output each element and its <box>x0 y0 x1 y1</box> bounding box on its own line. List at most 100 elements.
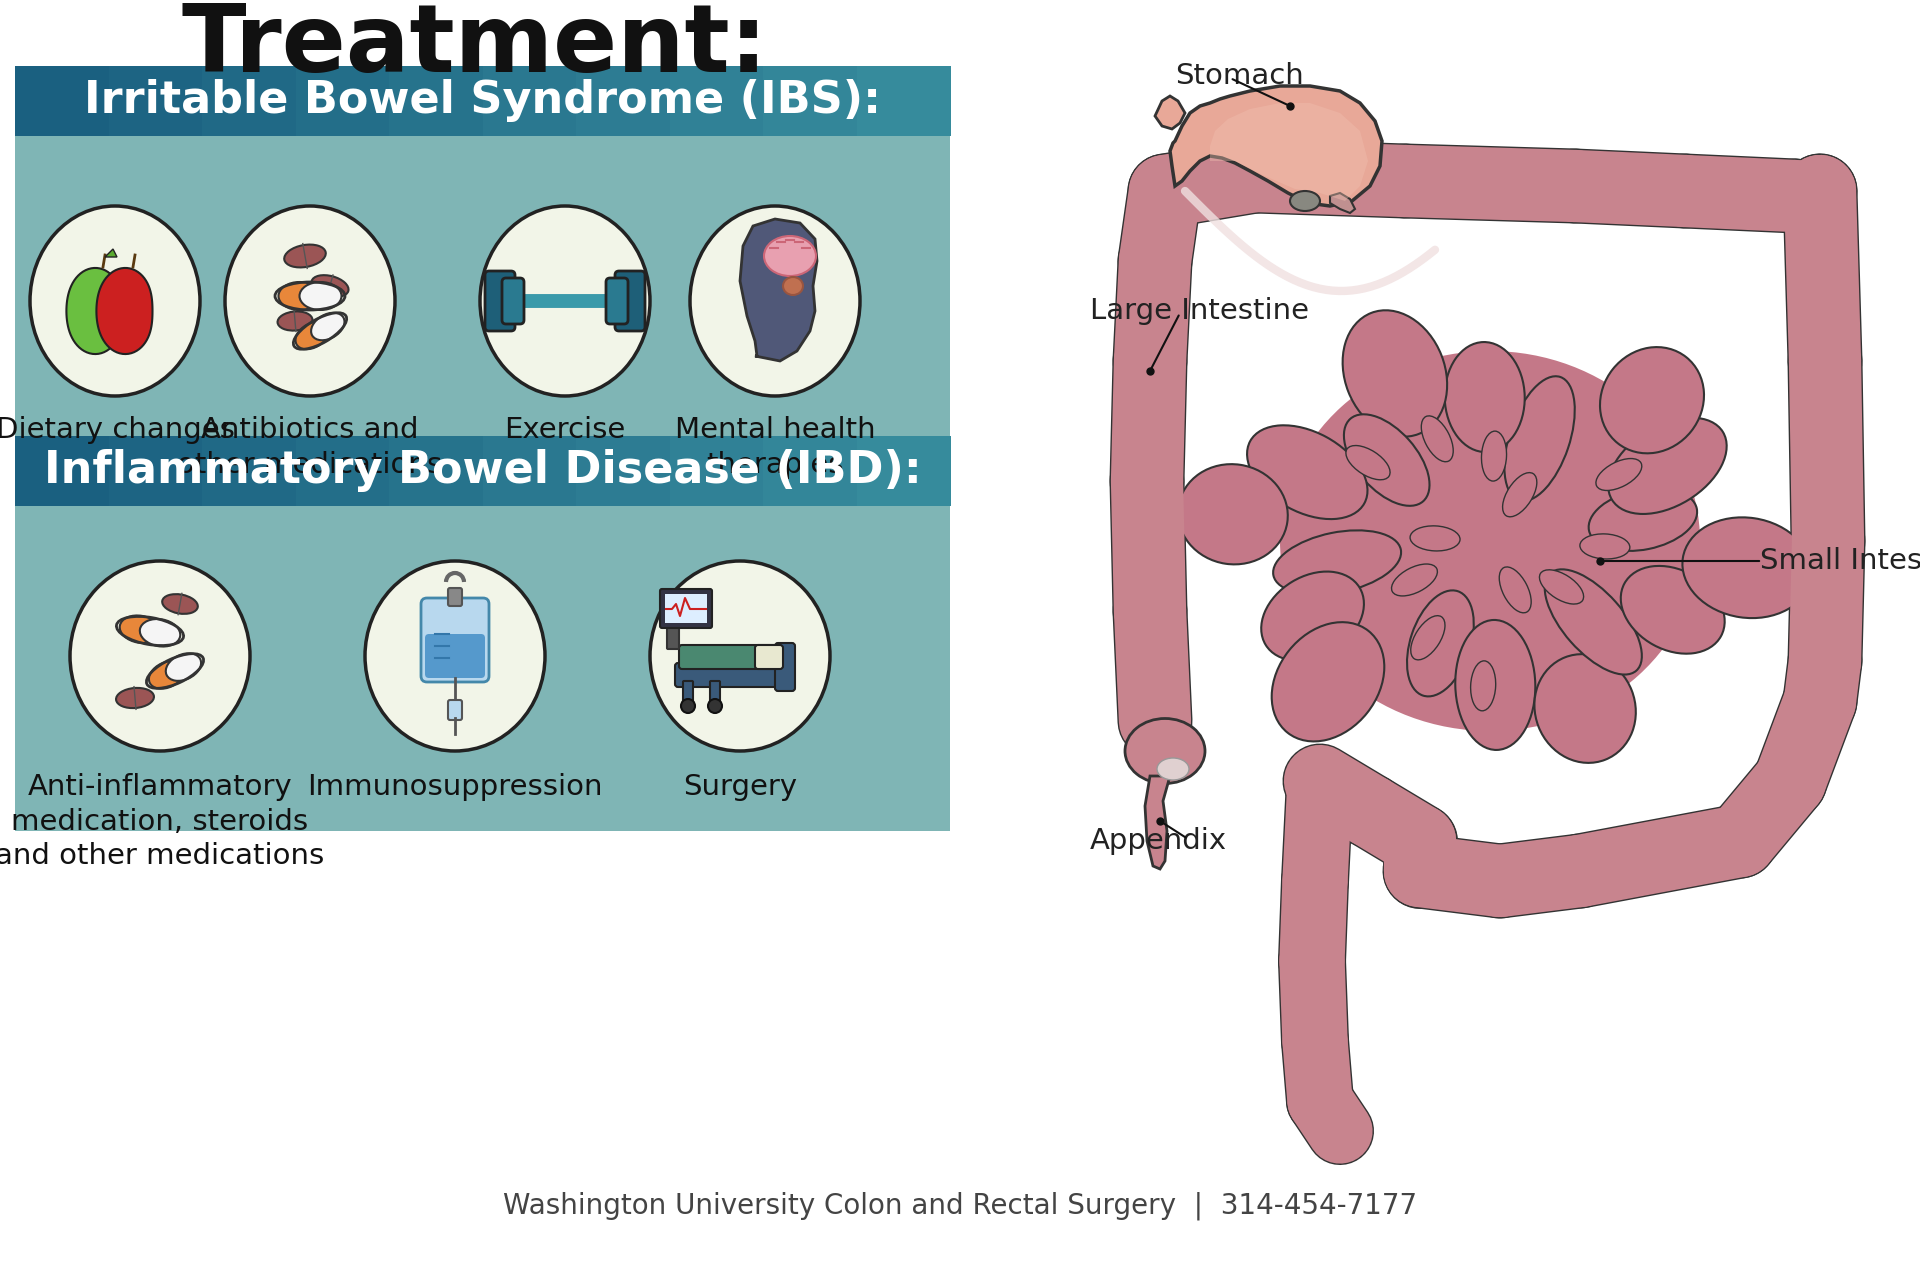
Circle shape <box>1538 847 1590 899</box>
Circle shape <box>1354 154 1405 206</box>
Ellipse shape <box>225 206 396 396</box>
Text: Washington University Colon and Rectal Surgery  |  314-454-7177: Washington University Colon and Rectal S… <box>503 1192 1417 1221</box>
Circle shape <box>1452 158 1503 209</box>
Circle shape <box>1442 851 1494 903</box>
Circle shape <box>1793 675 1845 728</box>
Ellipse shape <box>300 282 342 310</box>
Circle shape <box>1682 821 1734 873</box>
Circle shape <box>1799 368 1851 420</box>
Circle shape <box>1302 759 1354 811</box>
Circle shape <box>1764 755 1816 807</box>
Circle shape <box>1121 455 1173 507</box>
Circle shape <box>1788 691 1839 743</box>
Circle shape <box>1271 151 1323 203</box>
Circle shape <box>1290 898 1336 944</box>
Circle shape <box>1726 168 1778 221</box>
FancyBboxPatch shape <box>670 66 764 136</box>
Circle shape <box>1444 156 1496 209</box>
Circle shape <box>1127 636 1179 687</box>
Circle shape <box>1123 335 1175 387</box>
Circle shape <box>1784 175 1836 227</box>
Circle shape <box>1801 523 1855 575</box>
Circle shape <box>1294 755 1346 807</box>
Circle shape <box>1741 782 1793 834</box>
Circle shape <box>1500 159 1553 211</box>
FancyBboxPatch shape <box>680 644 778 670</box>
Circle shape <box>1801 555 1853 607</box>
Circle shape <box>1292 857 1338 904</box>
Circle shape <box>1724 802 1778 854</box>
Circle shape <box>1801 562 1853 615</box>
Circle shape <box>1427 849 1478 902</box>
Circle shape <box>1715 815 1766 868</box>
Circle shape <box>1294 825 1340 871</box>
Circle shape <box>1482 854 1534 905</box>
Ellipse shape <box>311 313 344 340</box>
Circle shape <box>1288 937 1336 985</box>
FancyBboxPatch shape <box>15 436 109 506</box>
Circle shape <box>1799 335 1851 387</box>
Circle shape <box>1296 1069 1342 1116</box>
Circle shape <box>1329 154 1380 206</box>
Circle shape <box>1294 816 1340 863</box>
Circle shape <box>1578 841 1630 893</box>
Circle shape <box>1797 295 1849 347</box>
Circle shape <box>1127 661 1179 714</box>
FancyBboxPatch shape <box>762 66 858 136</box>
Circle shape <box>1121 455 1173 507</box>
Ellipse shape <box>165 653 202 681</box>
Circle shape <box>1649 827 1701 879</box>
FancyBboxPatch shape <box>482 66 578 136</box>
Circle shape <box>1801 498 1853 551</box>
Circle shape <box>1123 528 1175 580</box>
Circle shape <box>1221 151 1273 203</box>
Circle shape <box>1129 252 1181 304</box>
Circle shape <box>1123 351 1175 404</box>
Ellipse shape <box>689 206 860 396</box>
Circle shape <box>1127 276 1179 329</box>
Circle shape <box>1123 585 1175 637</box>
Polygon shape <box>96 267 152 354</box>
Text: Appendix: Appendix <box>1091 827 1227 855</box>
Circle shape <box>1768 170 1820 222</box>
Circle shape <box>1715 815 1766 868</box>
Circle shape <box>1336 781 1388 832</box>
Circle shape <box>1292 1018 1338 1064</box>
Circle shape <box>1801 401 1853 453</box>
Ellipse shape <box>1409 526 1459 551</box>
Circle shape <box>1532 160 1584 212</box>
Circle shape <box>1196 155 1248 208</box>
Circle shape <box>1123 391 1175 443</box>
Ellipse shape <box>1596 459 1642 491</box>
Circle shape <box>1121 415 1173 467</box>
FancyBboxPatch shape <box>762 436 858 506</box>
Circle shape <box>1292 857 1338 904</box>
Circle shape <box>1609 163 1661 214</box>
Ellipse shape <box>31 206 200 396</box>
Circle shape <box>1801 425 1853 477</box>
Circle shape <box>1492 159 1544 211</box>
Text: Dietary changes: Dietary changes <box>0 416 234 444</box>
Circle shape <box>1801 491 1853 542</box>
Circle shape <box>1373 802 1425 854</box>
Circle shape <box>1736 788 1788 840</box>
FancyBboxPatch shape <box>856 66 950 136</box>
Circle shape <box>1292 832 1340 879</box>
Circle shape <box>1311 1100 1359 1148</box>
Circle shape <box>1801 409 1853 460</box>
FancyBboxPatch shape <box>296 66 390 136</box>
FancyBboxPatch shape <box>390 66 484 136</box>
Circle shape <box>1121 422 1173 475</box>
Circle shape <box>1294 791 1342 837</box>
Ellipse shape <box>1505 376 1574 501</box>
Circle shape <box>1121 503 1175 556</box>
Circle shape <box>1246 150 1298 203</box>
Ellipse shape <box>1500 567 1530 613</box>
Circle shape <box>1296 758 1344 805</box>
Circle shape <box>1799 343 1851 395</box>
Circle shape <box>1380 807 1432 859</box>
FancyBboxPatch shape <box>670 436 764 506</box>
Circle shape <box>1793 675 1845 728</box>
Circle shape <box>1261 151 1315 203</box>
Circle shape <box>1582 161 1634 213</box>
